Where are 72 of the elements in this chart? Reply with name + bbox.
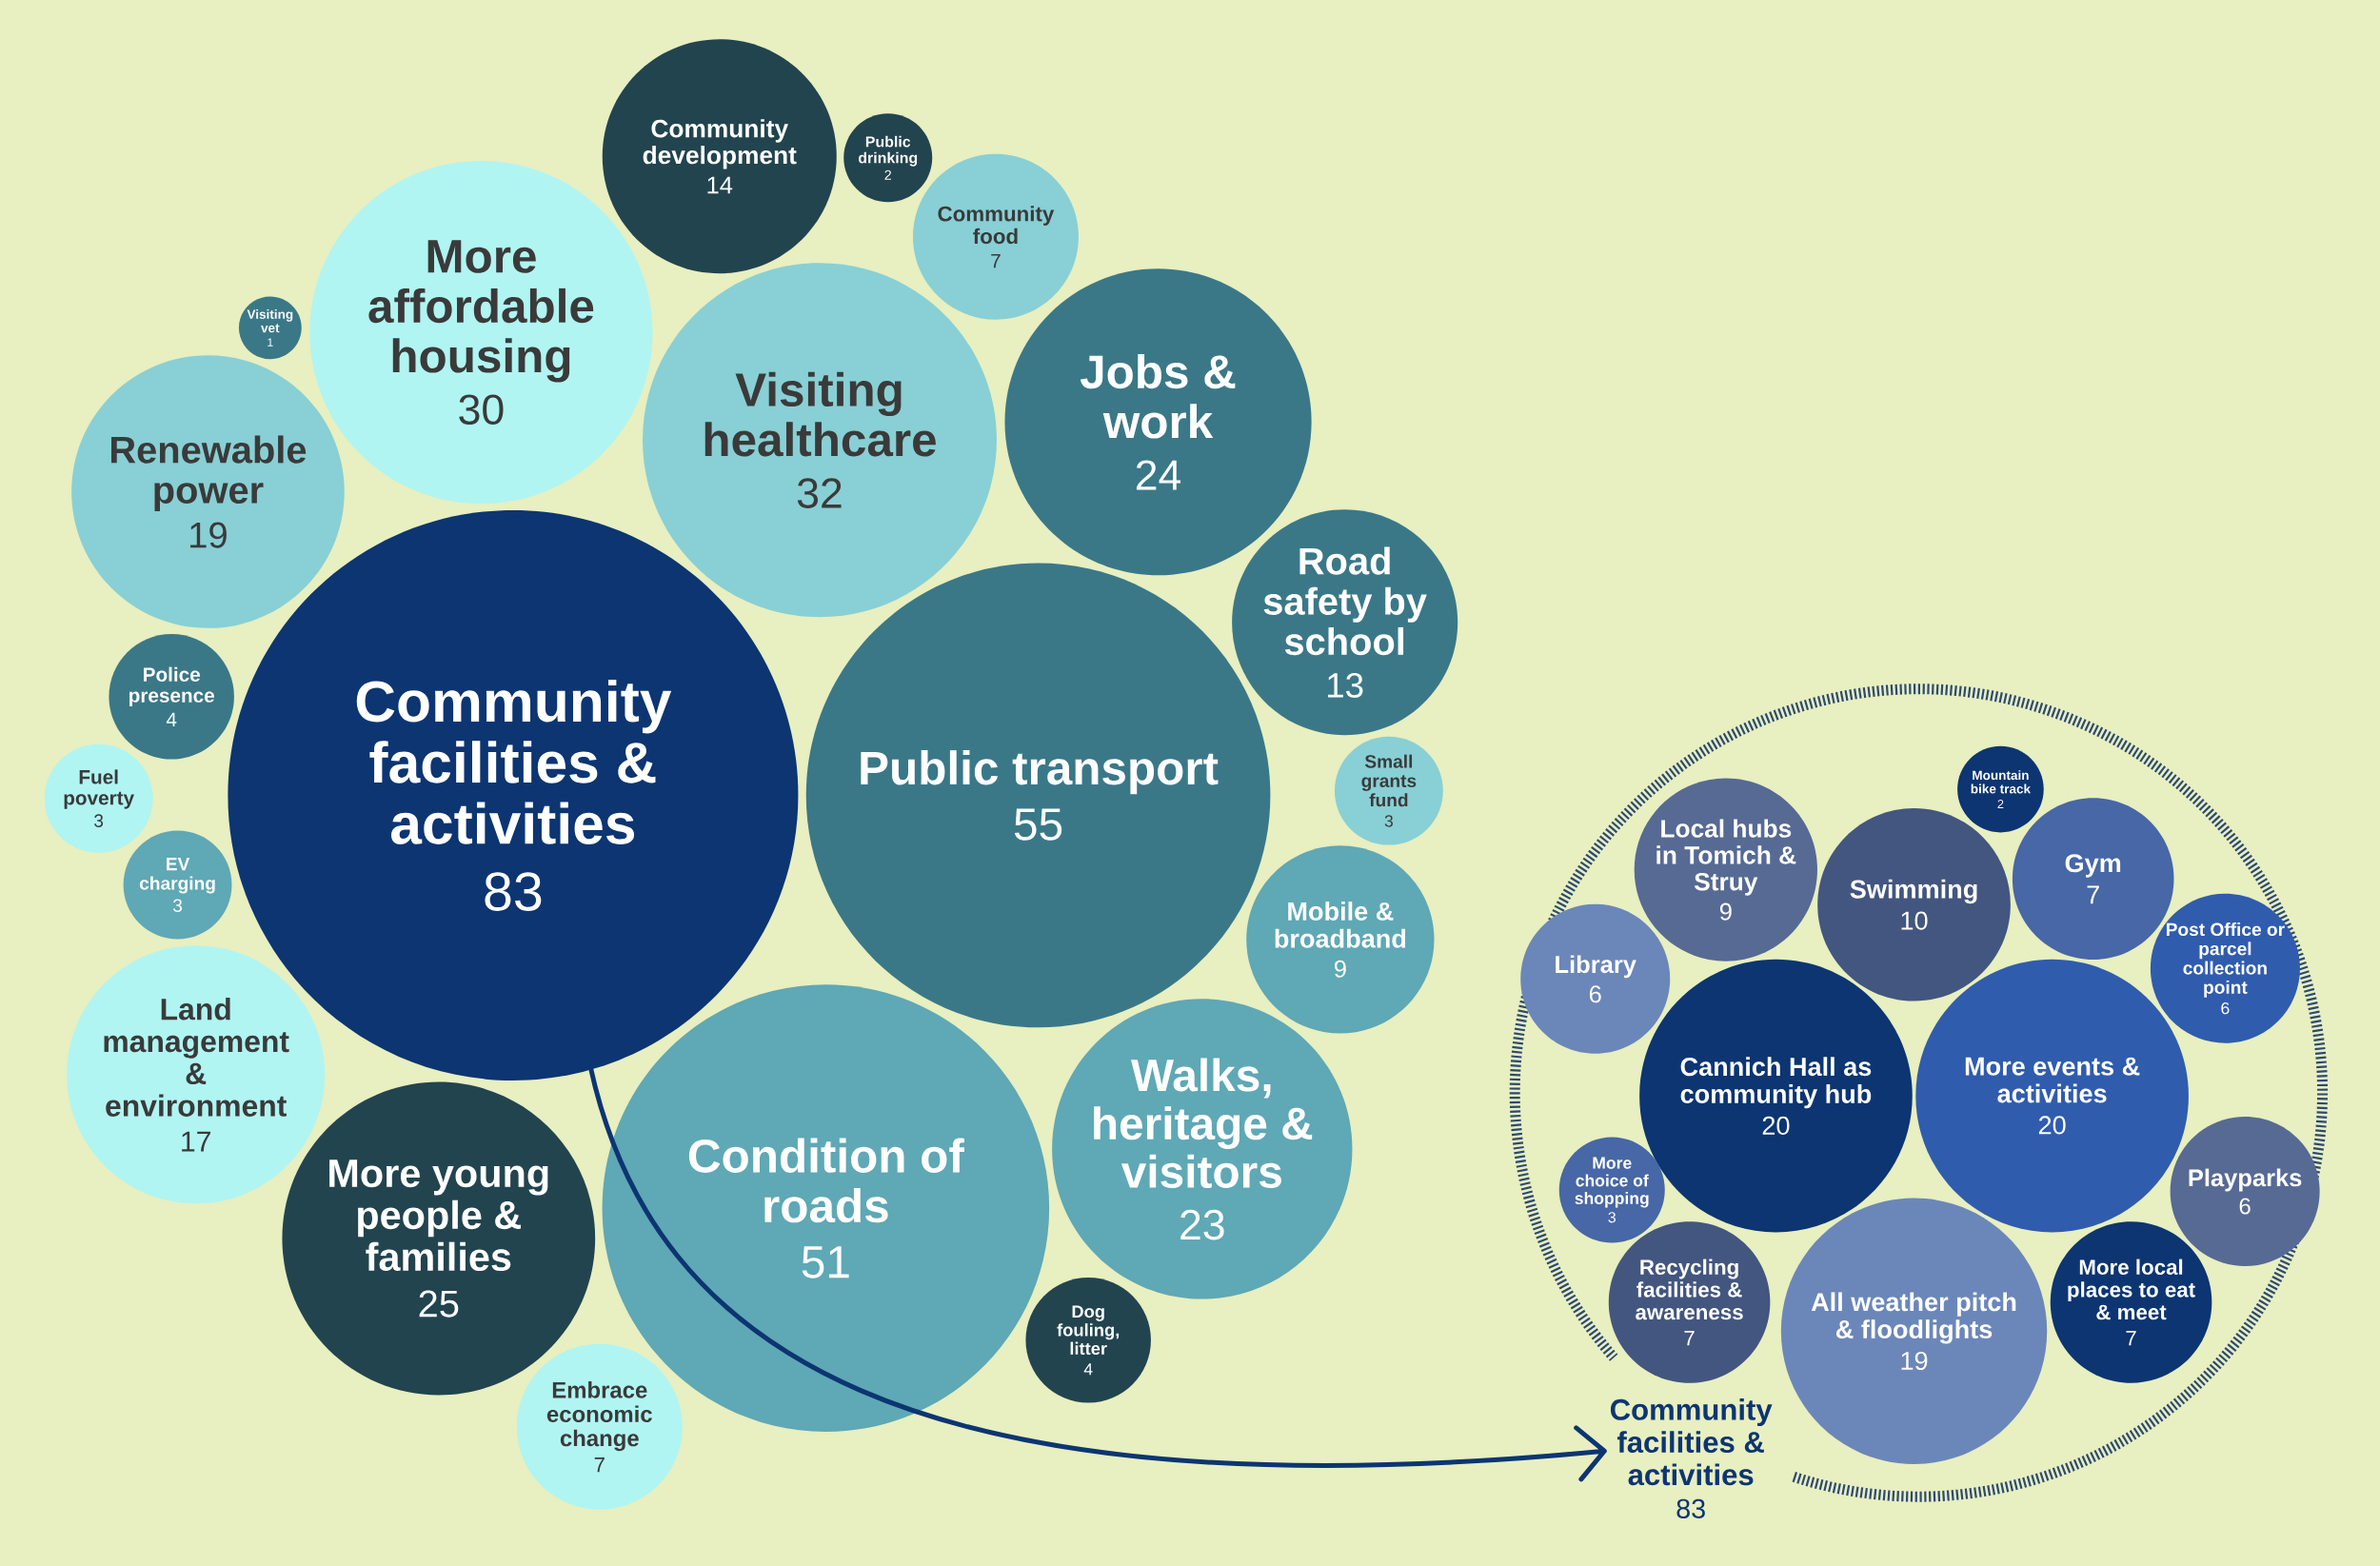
category-label: Local hubs in Tomich & Struy [1656,819,1796,896]
data-label: 4 [166,712,177,726]
data-label: 30 [459,394,504,425]
data-label: 17 [182,1131,211,1152]
category-label: Renewable power [110,435,307,511]
category-label: Post Office or parcel collection point [2166,922,2285,998]
data-label: 19 [190,522,227,548]
data-label: 7 [2087,885,2099,904]
data-label: 83 [485,872,542,911]
category-label: More affordable housing [368,240,594,383]
category-label: Public drinking [858,135,918,167]
data-label: 9 [1719,902,1732,921]
category-label: Swimming [1850,879,1977,904]
category-label: Walks, heritage & visitors [1094,1058,1313,1188]
data-label: 1 [268,338,273,347]
data-label: 25 [419,1290,459,1318]
data-label: 20 [1762,1116,1790,1135]
category-label: EV charging [139,858,215,894]
category-label: Recycling facilities & awareness [1636,1259,1743,1320]
data-label: 32 [797,478,842,508]
category-label: More young people & families [329,1160,548,1272]
text: Community facilities & activities [1610,1398,1773,1486]
data-label: 2 [884,169,892,180]
data-label: 7 [1684,1330,1695,1346]
category-label: Playparks [2189,1168,2302,1192]
data-label: 14 [707,176,733,194]
category-label: Library [1556,955,1636,979]
category-label: More local places to eat & meet [2068,1259,2195,1320]
category-label: More choice of shopping [1575,1157,1649,1208]
data-label: 4 [1083,1363,1093,1376]
category-label: Land management & environment [104,998,289,1117]
data-label: 6 [1589,985,1601,1003]
category-label: All weather pitch & floodlights [1811,1292,2016,1344]
data-label: 20 [2038,1116,2066,1135]
text: 83 [1676,1498,1705,1518]
category-label: Embrace economic change [546,1381,652,1452]
category-label: Fuel poverty [64,769,134,809]
category-label: Dog fouling, litter [1057,1305,1120,1356]
data-label: 51 [802,1246,849,1279]
category-label: Road safety by school [1263,546,1427,656]
data-label: 7 [2126,1330,2136,1346]
category-label: Community facilities & activities [356,679,672,844]
category-label: Community development [643,119,797,169]
data-label: 24 [1136,460,1181,490]
category-label: Visiting healthcare [704,371,936,457]
category-label: Mobile & broadband [1275,902,1406,948]
data-label: 6 [2239,1198,2251,1215]
data-label: 55 [1014,808,1062,841]
data-label: 23 [1180,1209,1224,1240]
category-label: Public transport [861,750,1219,795]
category-label: Condition of roads [688,1138,964,1223]
category-label: Community food [938,206,1055,245]
data-label: 6 [2221,1001,2230,1015]
data-label: 3 [1384,815,1393,827]
data-label: 3 [1608,1212,1616,1223]
data-label: 7 [991,253,1001,268]
category-label: Gym [2065,854,2121,878]
data-label: 7 [594,1457,605,1473]
data-label: 3 [172,899,183,912]
category-label: Visiting vet [247,308,293,333]
data-label: 10 [1901,911,1928,930]
data-label: 9 [1334,960,1346,978]
category-label: Police presence [129,666,214,706]
data-label: 19 [1901,1351,1928,1371]
category-label: Mountain bike track [1971,770,2032,794]
data-label: 13 [1328,672,1363,698]
category-label: More events & activities [1965,1057,2140,1103]
data-label: 3 [94,814,104,827]
data-label: 2 [1997,800,2004,808]
category-label: Small grants fund [1361,754,1417,807]
category-label: Cannich Hall as community hub [1680,1057,1872,1109]
category-label: Jobs & work [1080,353,1236,439]
